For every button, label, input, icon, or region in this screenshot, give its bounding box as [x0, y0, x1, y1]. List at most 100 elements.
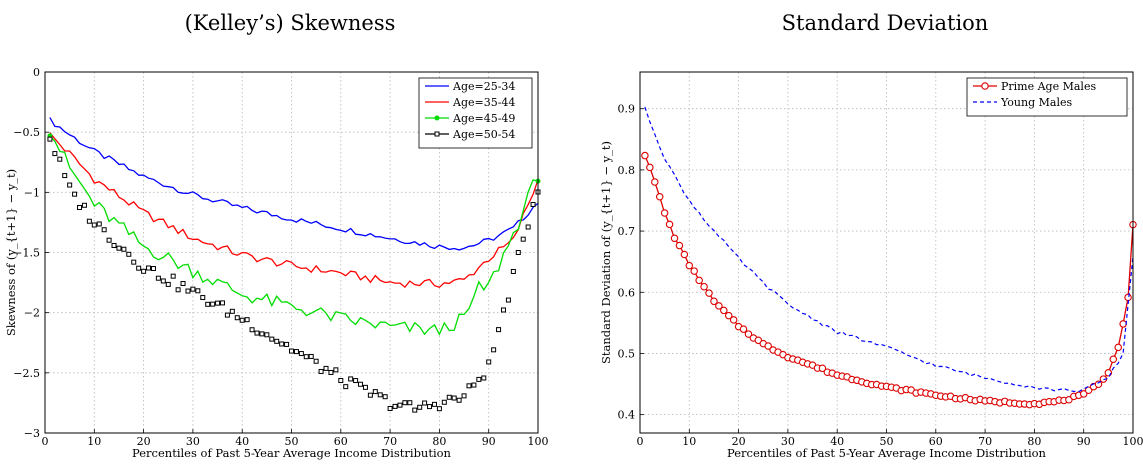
- x-tick-label: 60: [929, 435, 943, 448]
- data-point: [126, 251, 132, 257]
- data-point: [417, 404, 423, 410]
- data-point: [402, 400, 408, 406]
- y-tick-label: 0.7: [618, 225, 636, 238]
- x-tick-label: 30: [781, 435, 795, 448]
- data-point: [185, 288, 191, 294]
- data-point: [486, 359, 492, 365]
- y-tick-label: −1.5: [13, 247, 40, 260]
- data-point: [422, 400, 428, 406]
- x-tick-label: 40: [830, 435, 844, 448]
- data-point: [700, 282, 708, 291]
- data-point: [451, 395, 457, 401]
- x-tick-label: 60: [334, 435, 348, 448]
- series-line: [49, 132, 539, 289]
- data-point: [111, 242, 117, 248]
- data-point: [471, 382, 477, 388]
- y-tick-label: 0.5: [618, 347, 636, 360]
- series-age-25-34: [49, 117, 539, 251]
- x-tick-label: 100: [528, 435, 549, 448]
- y-tick-label: −0.5: [13, 126, 40, 139]
- data-point: [1094, 380, 1103, 389]
- series-line: [644, 155, 1134, 406]
- x-tick-label: 50: [285, 435, 299, 448]
- data-point: [1109, 355, 1118, 364]
- x-tick-label: 100: [1123, 435, 1143, 448]
- data-point: [96, 221, 102, 227]
- data-point: [491, 347, 497, 353]
- data-point: [427, 404, 433, 410]
- data-point: [665, 220, 674, 229]
- series-prime-age-males: [641, 151, 1137, 409]
- x-tick-label: 90: [1077, 435, 1091, 448]
- data-point: [764, 342, 772, 350]
- data-point: [510, 268, 516, 274]
- legend-label: Young Males: [1000, 96, 1072, 109]
- data-point: [660, 209, 669, 217]
- data-point: [1114, 343, 1122, 352]
- data-point: [293, 349, 299, 355]
- data-point: [284, 341, 290, 347]
- data-point: [1084, 386, 1093, 394]
- data-point: [308, 353, 314, 359]
- data-point: [530, 202, 536, 208]
- data-point: [641, 151, 649, 160]
- data-point: [476, 376, 482, 382]
- data-point: [313, 358, 319, 364]
- data-point: [289, 348, 294, 354]
- data-point: [348, 376, 354, 382]
- data-point: [298, 351, 304, 357]
- x-tick-label: 10: [87, 435, 101, 448]
- chart-standard-deviation: 0 10 20 30 40 50 60 70 80 90 100 0.4 0.5 0.6 0.7 0.8 0.9…: [599, 71, 1143, 460]
- data-point: [165, 281, 171, 287]
- data-point: [685, 261, 694, 270]
- data-point: [67, 182, 73, 188]
- data-point: [343, 384, 349, 390]
- x-axis-label: Percentiles of Past 5-Year Average Incom…: [132, 446, 452, 460]
- x-tick-label: 20: [732, 435, 746, 448]
- data-point: [496, 327, 502, 333]
- series-age-35-44: [49, 132, 539, 289]
- y-axis-label: Skewness of (y_{t+1} − y_t): [4, 169, 18, 336]
- chart-1-title: (Kelley’s) Skewness: [185, 11, 396, 35]
- data-point: [407, 400, 413, 406]
- legend-label: Age=45-49: [452, 112, 515, 125]
- data-point: [86, 218, 92, 224]
- data-point: [520, 236, 526, 242]
- data-point: [715, 302, 723, 310]
- x-tick-label: 70: [383, 435, 397, 448]
- data-point: [259, 331, 265, 337]
- data-point: [195, 288, 201, 294]
- data-point: [91, 222, 97, 228]
- data-point: [362, 384, 368, 390]
- series-line: [49, 117, 539, 251]
- data-point: [412, 407, 418, 413]
- data-point: [1065, 396, 1073, 404]
- data-point: [333, 367, 339, 373]
- data-point: [690, 267, 698, 275]
- data-point: [205, 301, 211, 307]
- data-point: [382, 394, 388, 400]
- y-tick-label: −3: [24, 427, 40, 440]
- series-young-males: [644, 106, 1134, 393]
- series-line: [644, 106, 1134, 393]
- data-point: [155, 275, 161, 281]
- legend-marker: [434, 131, 440, 137]
- data-point: [670, 234, 679, 243]
- data-point: [175, 287, 181, 293]
- y-tick-label: 0.6: [618, 286, 636, 299]
- x-tick-label: 0: [42, 435, 49, 448]
- data-point: [372, 389, 378, 395]
- data-point: [695, 276, 703, 285]
- data-point: [739, 325, 748, 333]
- y-tick-label: −1: [24, 186, 40, 199]
- data-point: [72, 191, 78, 197]
- x-tick-label: 80: [1027, 435, 1041, 448]
- data-point: [651, 178, 659, 186]
- series-line: [49, 135, 539, 336]
- data-point: [116, 245, 122, 251]
- legend-label: Prime Age Males: [1001, 80, 1096, 93]
- data-point: [170, 273, 176, 279]
- y-tick-label: 0.9: [618, 103, 636, 116]
- data-point: [57, 156, 63, 162]
